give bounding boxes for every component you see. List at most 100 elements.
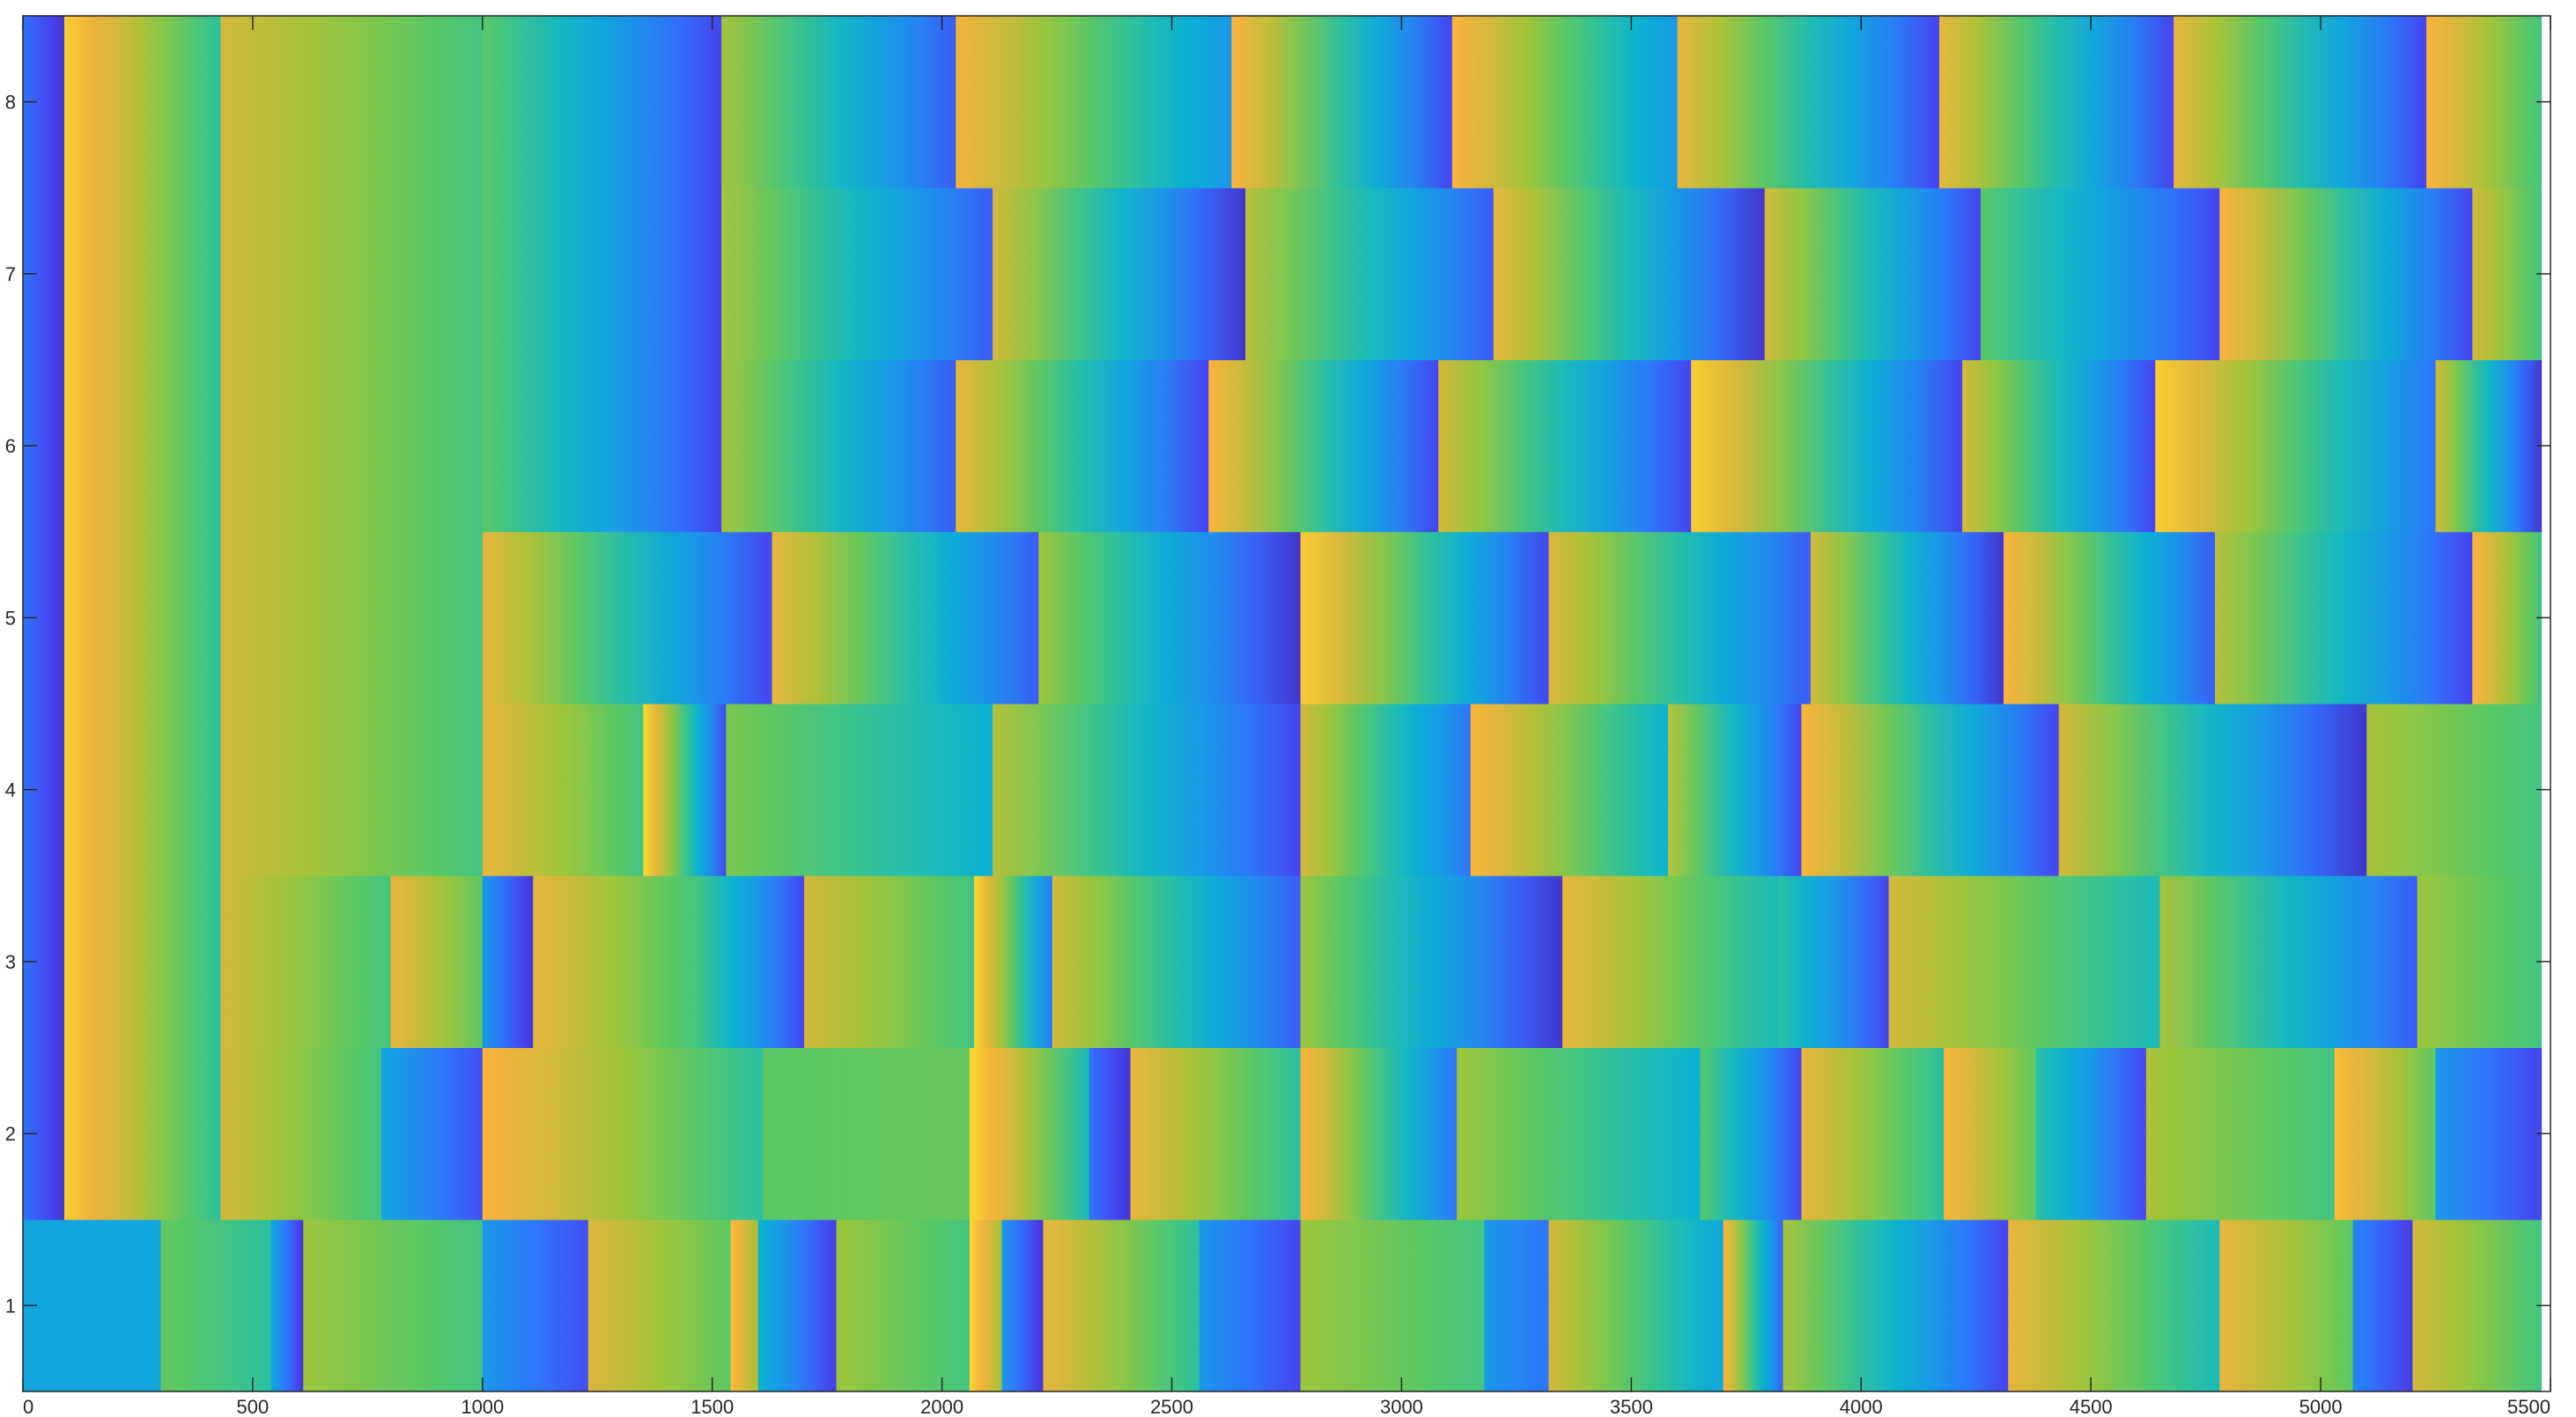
heatmap-cell-row2-seg16 [2334, 1047, 2437, 1221]
heatmap-cell-row1-seg21 [2412, 1219, 2543, 1392]
heatmap-cell-row6-seg5 [956, 359, 1209, 533]
heatmap-cell-row4-seg12 [2366, 704, 2543, 876]
heatmap-cell-row5-seg4 [771, 531, 1039, 705]
heatmap-cell-row4-seg11 [2058, 704, 2367, 876]
heatmap-cell-row4-seg7 [1300, 704, 1472, 876]
heatmap-cell-row4-seg9 [1668, 704, 1803, 876]
heatmap-cell-row8-seg6 [1231, 16, 1453, 188]
y-tick-label: 5 [5, 607, 16, 629]
heatmap-cell-row2-seg15 [2145, 1047, 2336, 1221]
heatmap-cell-row3-seg1 [63, 875, 221, 1048]
heatmap-cell-row8-seg7 [1451, 16, 1679, 188]
heatmap-cell-row3-seg5 [533, 875, 699, 1048]
heatmap-cell-row5-seg2 [220, 531, 483, 705]
heatmap-cells [23, 16, 2543, 1392]
heatmap-cell-row2-seg14 [2035, 1047, 2147, 1221]
heatmap-cell-row6-seg8 [1691, 359, 1963, 533]
heatmap-cell-row2-seg9 [1300, 1047, 1458, 1221]
heatmap-cell-row2-seg4 [482, 1047, 764, 1221]
heatmap-cell-row1-seg9 [969, 1219, 1003, 1392]
heatmap-cell-row7-seg11 [2472, 188, 2543, 360]
heatmap-cell-row3-seg14 [2159, 875, 2418, 1048]
heatmap-cell-row2-seg5 [763, 1047, 971, 1221]
heatmap-cell-row2-seg8 [1130, 1047, 1302, 1221]
heatmap-cell-row7-seg3 [482, 188, 722, 360]
heatmap-cell-row1-seg19 [2219, 1219, 2354, 1392]
heatmap-cell-row3-seg7 [804, 875, 975, 1048]
heatmap-cell-row2-seg12 [1801, 1047, 1945, 1221]
heatmap-cell-row5-seg5 [1038, 531, 1302, 705]
plot-frame [22, 15, 2551, 1392]
heatmap-cell-row3-seg11 [1562, 875, 1779, 1048]
x-tick-label: 2000 [920, 1396, 963, 1417]
heatmap-cell-row1-seg16 [1723, 1219, 1784, 1392]
x-tick-label: 500 [237, 1396, 269, 1417]
y-tick-label: 6 [5, 435, 16, 457]
heatmap-cell-row4-seg6 [993, 704, 1302, 876]
heatmap-cell-row1-seg13 [1300, 1219, 1485, 1392]
heatmap-cell-row2-seg1 [63, 1047, 221, 1221]
heatmap-cell-row5-seg10 [2215, 531, 2473, 705]
x-tick-label: 5500 [2507, 1396, 2550, 1417]
heatmap-cell-row8-seg9 [1938, 16, 2174, 188]
heatmap-cell-row2-seg11 [1700, 1047, 1803, 1221]
y-tick-label: 2 [5, 1123, 16, 1145]
heatmap-cell-row6-seg10 [2155, 359, 2437, 533]
x-tick-label: 1000 [461, 1396, 504, 1417]
heatmap-cell-row2-seg6 [969, 1047, 1090, 1221]
y-tick-label: 7 [5, 263, 16, 285]
heatmap-cell-row3-seg13 [1888, 875, 2161, 1048]
heatmap-cell-row2-seg3 [381, 1047, 483, 1221]
heatmap-cell-row1-seg6 [730, 1219, 759, 1392]
heatmap-cell-row7-seg9 [1980, 188, 2220, 360]
heatmap-cell-row1-seg17 [1783, 1219, 2009, 1392]
heatmap-cell-row6-seg3 [482, 359, 722, 533]
heatmap-cell-row4-seg3 [482, 704, 645, 876]
y-axis: 1 2 3 4 5 6 7 8 [5, 92, 2550, 1317]
y-tick-label: 8 [5, 92, 16, 114]
heatmap-cell-row7-seg10 [2219, 188, 2473, 360]
heatmap-cell-row1-seg1 [160, 1219, 272, 1392]
heatmap-cell-row6-seg6 [1208, 359, 1439, 533]
heatmap-cell-row6-seg11 [2435, 359, 2543, 533]
heatmap-cell-row3-seg2 [220, 875, 392, 1048]
heatmap-cell-row8-seg11 [2426, 16, 2543, 188]
heatmap-cell-row3-seg12 [1778, 875, 1890, 1048]
heatmap-cell-row5-seg8 [1810, 531, 2004, 705]
heatmap-cell-row3-seg10 [1300, 875, 1563, 1048]
heatmap-cell-row8-seg4 [721, 16, 956, 188]
heatmap-cell-row5-seg6 [1300, 531, 1550, 705]
x-tick-label: 4000 [1840, 1396, 1883, 1417]
heatmap-cell-row1-seg10 [1001, 1219, 1044, 1392]
heatmap-cell-row1-seg18 [2008, 1219, 2220, 1392]
heatmap-cell-row1-seg4 [482, 1219, 589, 1392]
heatmap-cell-row8-seg5 [956, 16, 1232, 188]
heatmap-cell-row1-seg12 [1199, 1219, 1302, 1392]
heatmap-cell-row7-seg7 [1493, 188, 1766, 360]
heatmap-cell-row3-seg4 [482, 875, 534, 1048]
heatmap-cell-row5-seg9 [2004, 531, 2216, 705]
heatmap-cell-row4-seg4 [643, 704, 727, 876]
heatmap-cell-row1-seg14 [1484, 1219, 1550, 1392]
heatmap-cell-row4-seg8 [1470, 704, 1669, 876]
heatmap-cell-row7-seg1 [63, 188, 221, 360]
heatmap-cell-row5-seg1 [63, 531, 221, 705]
x-tick-label: 3000 [1380, 1396, 1423, 1417]
heatmap-cell-row6-seg4 [721, 359, 956, 533]
heatmap-cell-row6-seg7 [1438, 359, 1692, 533]
heatmap-cell-row3-seg6 [698, 875, 805, 1048]
y-tick-label: 4 [5, 779, 16, 801]
y-tick-label: 3 [5, 951, 16, 973]
heatmap-cell-row5-seg3 [482, 531, 773, 705]
heatmap-cell-row4-seg2 [220, 704, 483, 876]
heatmap-cell-row6-seg9 [1962, 359, 2156, 533]
heatmap-cell-row3-seg15 [2417, 875, 2543, 1048]
heatmap-cell-row2-seg17 [2435, 1047, 2543, 1221]
heatmap-cell-row7-seg5 [993, 188, 1246, 360]
x-tick-label: 1500 [690, 1396, 734, 1417]
x-tick-label: 5000 [2299, 1396, 2343, 1417]
heatmap-cell-row7-seg2 [220, 188, 483, 360]
heatmap-cell-row8-seg1 [63, 16, 221, 188]
y-tick-label: 1 [5, 1295, 16, 1317]
